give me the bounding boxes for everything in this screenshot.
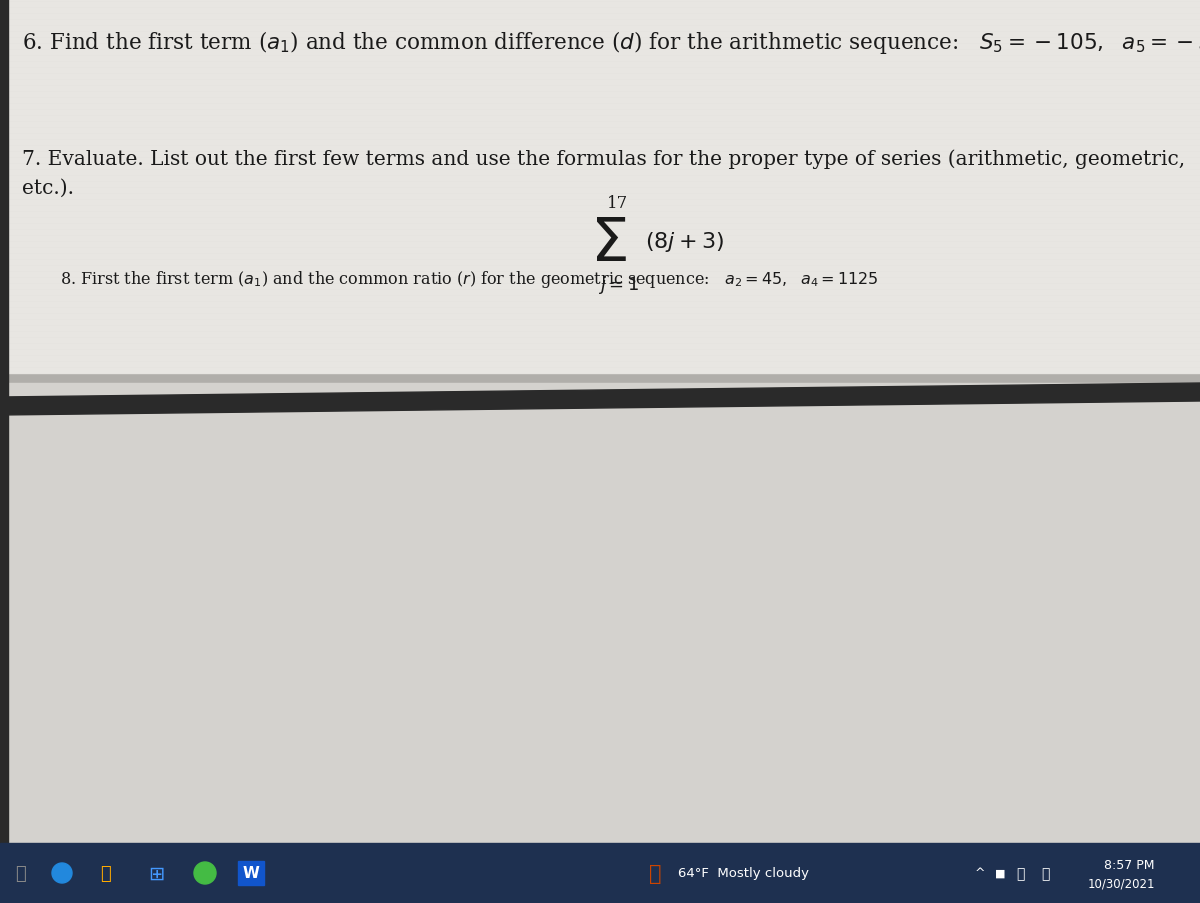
Text: 8:57 PM: 8:57 PM (1104, 859, 1154, 871)
Text: ■: ■ (995, 868, 1006, 878)
Circle shape (52, 863, 72, 883)
Bar (0, 0, 8, 843)
Text: 17: 17 (607, 195, 629, 212)
Text: ^: ^ (974, 867, 985, 880)
Text: 64°F  Mostly cloudy: 64°F Mostly cloudy (678, 867, 809, 880)
Text: 8. First the first term ($a_1$) and the common ratio ($r$) for the geometric seq: 8. First the first term ($a_1$) and the … (60, 269, 878, 290)
Text: etc.).: etc.). (22, 179, 74, 198)
Bar (0, 0, 1200, 374)
Text: 10/30/2021: 10/30/2021 (1087, 877, 1154, 889)
Text: $j=1$: $j=1$ (598, 274, 638, 295)
Text: ⊞: ⊞ (148, 863, 164, 882)
Text: 📶: 📶 (1040, 866, 1049, 880)
Text: 🔊: 🔊 (1016, 866, 1024, 880)
Text: W: W (242, 866, 259, 880)
Polygon shape (0, 384, 1200, 415)
Text: ⬛: ⬛ (14, 864, 25, 882)
Bar (0, 843, 1200, 903)
Text: 7. Evaluate. List out the first few terms and use the formulas for the proper ty: 7. Evaluate. List out the first few term… (22, 149, 1186, 169)
Circle shape (194, 862, 216, 884)
Bar (0, 384, 1200, 843)
Text: 🍂: 🍂 (649, 863, 661, 883)
Text: 6. Find the first term ($a_1$) and the common difference ($d$) for the arithmeti: 6. Find the first term ($a_1$) and the c… (22, 29, 1200, 56)
Text: $\Sigma$: $\Sigma$ (590, 214, 626, 274)
Bar (238, 861, 264, 885)
Text: 🗂: 🗂 (100, 864, 110, 882)
Text: $(8j + 3)$: $(8j + 3)$ (646, 229, 725, 254)
